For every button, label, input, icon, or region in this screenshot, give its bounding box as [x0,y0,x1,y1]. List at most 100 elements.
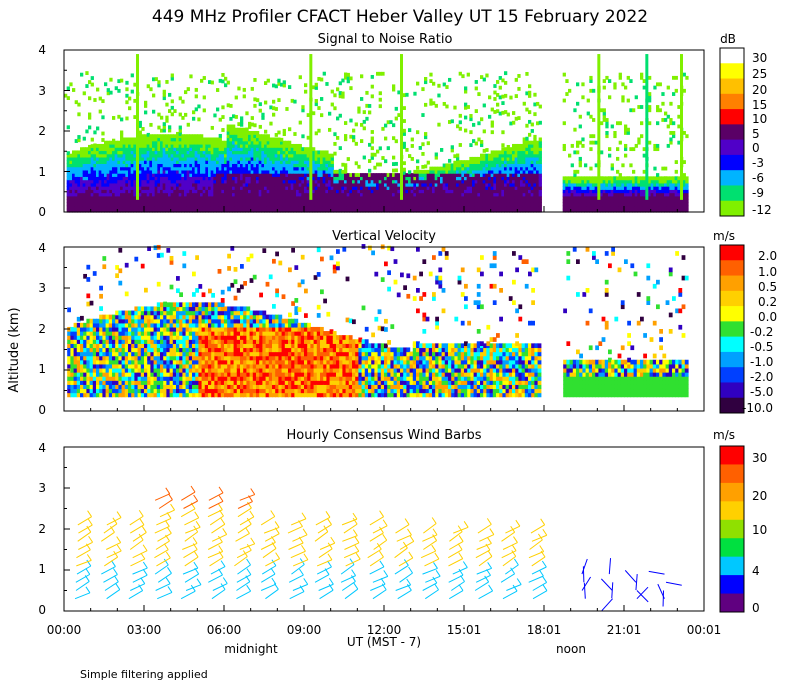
heatmap-cell [181,140,185,145]
heatmap-cell [288,186,292,190]
heatmap-cell [373,165,377,170]
heatmap-cell [530,147,534,152]
heatmap-cell [277,143,281,148]
heatmap-cell [456,202,460,207]
heatmap-cell [258,199,262,203]
heatmap-cell [189,176,193,181]
heatmap-cell [173,179,177,184]
heatmap-cell [669,205,673,210]
heatmap-cell [301,147,305,152]
heatmap-cell [253,179,257,184]
heatmap-cell [293,192,297,197]
heatmap-cell [269,166,273,171]
heatmap-cell [229,169,233,174]
heatmap-cell [277,173,281,177]
heatmap-cell [453,169,457,174]
heatmap-cell [306,199,310,203]
heatmap-cell [109,208,113,213]
heatmap-cell [562,186,566,190]
heatmap-cell [589,140,593,145]
heatmap-cell [277,169,281,174]
heatmap-cell [216,143,220,148]
heatmap-cell [277,166,281,171]
heatmap-cell [461,189,465,194]
heatmap-cell [240,122,244,127]
heatmap-cell [67,347,71,353]
heatmap-cell [82,147,86,152]
heatmap-cell [453,173,457,177]
heatmap-cell [482,156,486,161]
heatmap-cell [144,163,148,168]
heatmap-cell [512,179,516,184]
heatmap-cell [426,192,430,197]
heatmap-cell [402,161,406,166]
heatmap-cell [242,150,246,155]
heatmap-cell [456,156,460,161]
heatmap-cell [117,150,121,155]
heatmap-cell [469,117,473,122]
heatmap-cell [594,208,598,213]
heatmap-cell [99,322,103,328]
heatmap-cell [197,163,201,168]
heatmap-cell [496,80,500,84]
heatmap-cell [424,176,428,181]
heatmap-cell [536,189,540,194]
heatmap-cell [629,163,633,168]
heatmap-cell [536,182,540,187]
heatmap-cell [133,160,137,164]
heatmap-cell [648,208,652,213]
heatmap-cell [152,192,156,197]
heatmap-cell [322,166,326,171]
heatmap-cell [525,205,529,210]
heatmap-cell [533,189,537,194]
heatmap-cell [282,80,286,85]
heatmap-cell [496,109,500,114]
heatmap-cell [89,359,94,365]
heatmap-cell [472,163,476,168]
heatmap-cell [277,130,281,135]
heatmap-cell [472,208,476,213]
heatmap-cell [146,192,150,197]
heatmap-cell [482,166,486,171]
heatmap-cell [104,156,108,161]
heatmap-cell [626,195,630,200]
heatmap-cell [328,176,332,181]
heatmap-cell [570,143,574,148]
heatmap-cell [501,173,505,177]
heatmap-cell [562,72,566,77]
heatmap-cell [232,163,236,168]
heatmap-cell [104,205,108,210]
heatmap-cell [472,166,476,171]
heatmap-cell [632,202,636,207]
heatmap-cell [89,355,94,361]
colorbar-label: 30 [752,51,767,65]
heatmap-cell [477,121,481,126]
heatmap-cell [202,176,206,181]
heatmap-cell [80,173,84,177]
heatmap-cell [293,160,297,164]
heatmap-cell [573,173,577,177]
heatmap-cell [568,202,572,207]
heatmap-cell [306,166,310,171]
heatmap-cell [194,94,198,99]
heatmap-cell [538,173,542,177]
heatmap-cell [637,189,641,194]
heatmap-cell [648,189,652,194]
heatmap-cell [296,182,300,187]
heatmap-cell [573,202,577,207]
heatmap-cell [205,192,209,197]
heatmap-cell [445,202,449,207]
heatmap-cell [658,195,662,200]
heatmap-cell [261,189,265,194]
heatmap-cell [224,182,228,187]
heatmap-cell [154,186,158,190]
heatmap-cell [229,208,233,213]
heatmap-cell [666,176,670,181]
heatmap-cell [312,169,316,174]
heatmap-cell [178,137,182,142]
heatmap-cell [101,202,105,207]
heatmap-cell [448,173,452,177]
heatmap-cell [90,163,94,168]
heatmap-cell [237,156,241,161]
heatmap-cell [360,97,364,101]
